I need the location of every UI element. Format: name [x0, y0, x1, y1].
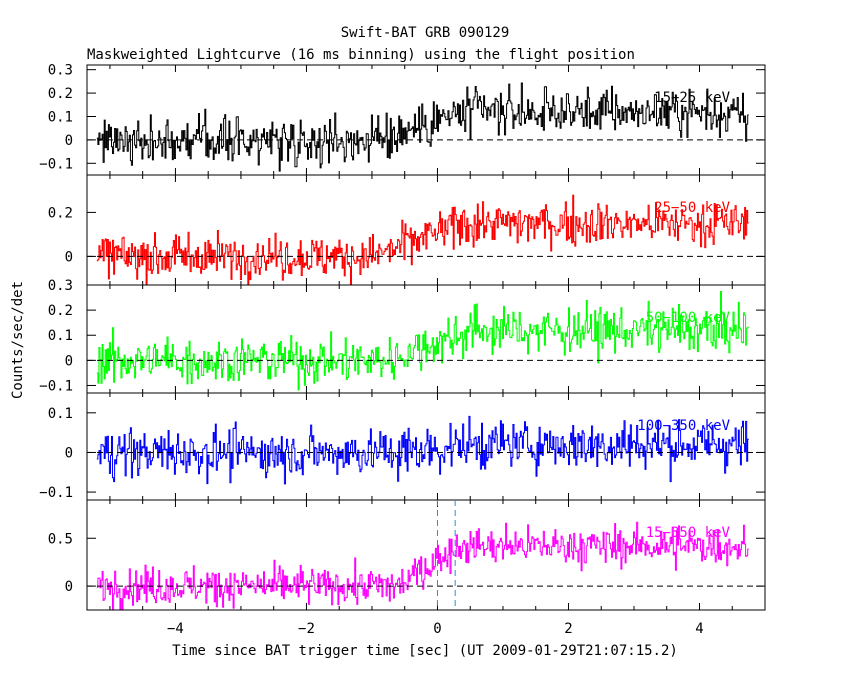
- trigger-markers: [436, 500, 456, 610]
- chart-subtitle: Maskweighted Lightcurve (16 ms binning) …: [87, 47, 635, 63]
- panels-layer: −0.1 0 0.1 0.2 0.3 15−25 keV 0 0.2 25−50 keV −0.1…: [39, 63, 766, 611]
- panel-1: −0.1 0 0.1 0.2 0.3 15−25 keV: [39, 63, 766, 176]
- series-line: [96, 291, 749, 391]
- series-line: [96, 82, 749, 172]
- panel-2: 0 0.2 25−50 keV: [48, 174, 766, 286]
- x-tick-label: −2: [298, 621, 315, 637]
- x-tick-label: 2: [564, 621, 572, 637]
- y-tick-label: 0.5: [48, 531, 73, 547]
- x-tick-label: 4: [695, 621, 703, 637]
- panel-5: 0 0.5 15−350 keV: [48, 499, 766, 611]
- y-tick-label: 0: [65, 579, 73, 595]
- y-tick-label: 0.1: [48, 406, 73, 422]
- series-line: [96, 194, 749, 285]
- panel-energy-label: 25−50 keV: [654, 200, 730, 216]
- x-axis: −4 −2 0 2 4: [167, 621, 704, 637]
- panel-frame: [86, 392, 766, 501]
- y-tick-label: 0.3: [48, 63, 73, 79]
- y-tick-label: −0.1: [39, 156, 73, 172]
- panel-energy-label: 15−350 keV: [646, 525, 731, 541]
- y-tick-label: 0: [65, 249, 73, 265]
- panel-energy-label: 15−25 keV: [654, 90, 730, 106]
- y-tick-label: 0.2: [48, 86, 73, 102]
- x-tick-label: 0: [433, 621, 441, 637]
- y-tick-label: 0.1: [48, 109, 73, 125]
- y-axis-label: Counts/sec/det: [10, 281, 26, 399]
- series-line: [96, 415, 749, 485]
- panel-frame: [86, 499, 766, 611]
- x-tick-label: −4: [167, 621, 184, 637]
- y-tick-label: 0.3: [48, 278, 73, 294]
- y-tick-label: 0.1: [48, 328, 73, 344]
- y-tick-label: 0.2: [48, 205, 73, 221]
- y-tick-label: 0.2: [48, 303, 73, 319]
- y-tick-label: 0: [65, 353, 73, 369]
- panel-3: −0.1 0 0.1 0.2 0.3 50−100 keV: [39, 278, 766, 394]
- chart-title: Swift-BAT GRB 090129: [341, 25, 510, 41]
- x-axis-label: Time since BAT trigger time [sec] (UT 20…: [172, 643, 678, 659]
- series-line: [96, 521, 749, 610]
- y-tick-label: −0.1: [39, 378, 73, 394]
- y-tick-label: 0: [65, 133, 73, 149]
- panel-4: −0.1 0 0.1 100−350 keV: [39, 392, 766, 501]
- y-tick-label: 0: [65, 445, 73, 461]
- y-tick-label: −0.1: [39, 485, 73, 501]
- panel-energy-label: 50−100 keV: [646, 310, 731, 326]
- panel-energy-label: 100−350 keV: [637, 418, 730, 434]
